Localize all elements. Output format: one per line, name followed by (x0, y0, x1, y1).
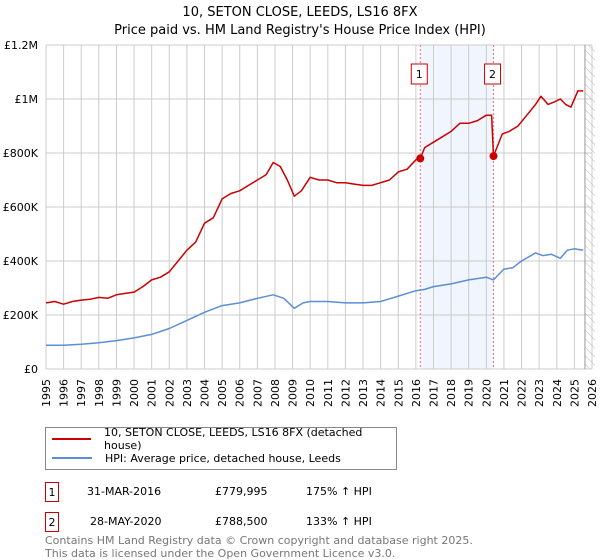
sale-label-box (410, 63, 428, 85)
x-tick-label: 2009 (287, 379, 300, 407)
y-tick-label: £800K (3, 147, 39, 160)
price-chart: 1995 1996 1997 1998 1999 2000 2001 2002 2003 2004… (3, 39, 599, 407)
footer-licence: This data is licensed under the Open Gov… (45, 547, 396, 560)
x-tick-label: 2013 (357, 379, 370, 407)
x-tick-label: 2007 (251, 379, 264, 407)
sale-label: 2 (489, 68, 496, 81)
x-tick-label: 2018 (445, 379, 458, 407)
x-tick-label: 2020 (480, 379, 493, 407)
transaction-date: 28-MAY-2020 (90, 515, 162, 528)
x-tick-label: 2004 (199, 379, 212, 407)
legend-label-hpi: HPI: Average price, detached house, Leed… (105, 451, 341, 465)
transaction-date: 31-MAR-2016 (87, 485, 162, 498)
transaction-marker: 1 (45, 482, 59, 502)
x-tick-label: 1999 (110, 379, 123, 407)
x-tick-label: 2014 (375, 379, 388, 407)
y-tick-label: £600K (3, 201, 39, 214)
hpi-line (46, 248, 584, 346)
y-tick-label: £400K (3, 255, 39, 268)
legend-swatch-blue (52, 457, 92, 459)
transaction-hpi-change: 175% ↑ HPI (306, 485, 372, 498)
x-tick-label: 2002 (163, 379, 176, 407)
x-tick-label: 2011 (322, 379, 335, 407)
x-tick-label: 2015 (392, 379, 405, 407)
sale-label-box (484, 63, 502, 85)
x-tick-label: 2025 (568, 379, 581, 407)
property-price-line (45, 90, 584, 305)
transaction-price: £788,500 (215, 515, 268, 528)
x-tick-label: 2023 (533, 379, 546, 407)
chart-subtitle: Price paid vs. HM Land Registry's House … (114, 23, 486, 38)
sale-point (489, 152, 498, 161)
y-tick-label: £1.2M (4, 39, 38, 52)
legend-label-property: 10, SETON CLOSE, LEEDS, LS16 8FX (detach… (104, 426, 363, 452)
y-tick-label: £1M (15, 93, 39, 106)
x-tick-label: 1995 (40, 379, 53, 407)
x-tick-label: 2021 (498, 379, 511, 407)
x-tick-label: 1996 (58, 379, 71, 407)
y-tick-label: £0 (24, 363, 38, 376)
forecast-hatch (584, 45, 595, 369)
transaction-hpi-change: 133% ↑ HPI (306, 515, 372, 528)
sale-label: 1 (416, 68, 423, 81)
x-tick-label: 2017 (427, 379, 440, 407)
x-tick-label: 2010 (304, 379, 317, 407)
x-tick-label: 2022 (516, 379, 529, 407)
transaction-marker: 2 (45, 512, 59, 532)
x-tick-label: 2001 (146, 379, 159, 407)
chart-title: 10, SETON CLOSE, LEEDS, LS16 8FX (182, 5, 418, 20)
legend-item-property: 10, SETON CLOSE, LEEDS, LS16 8FX (detach… (52, 426, 396, 452)
x-tick-label: 2005 (216, 379, 229, 407)
sale-point (416, 154, 425, 163)
legend-item-hpi: HPI: Average price, detached house, Leed… (52, 449, 341, 467)
x-tick-label: 1997 (75, 379, 88, 407)
x-tick-label: 1998 (93, 379, 106, 407)
x-tick-label: 2016 (410, 379, 423, 407)
legend: 10, SETON CLOSE, LEEDS, LS16 8FX (detach… (45, 426, 397, 470)
transaction-price: £779,995 (215, 485, 268, 498)
footer-copyright: Contains HM Land Registry data © Crown c… (45, 534, 473, 547)
x-tick-label: 2008 (269, 379, 282, 407)
x-tick-label: 2026 (586, 379, 599, 407)
x-tick-label: 2024 (551, 379, 564, 407)
x-tick-label: 2000 (128, 379, 141, 407)
x-tick-label: 2006 (234, 379, 247, 407)
legend-swatch-red (52, 438, 92, 440)
y-tick-label: £200K (3, 309, 39, 322)
x-tick-label: 2003 (181, 379, 194, 407)
x-tick-label: 2019 (463, 379, 476, 407)
x-tick-label: 2012 (339, 379, 352, 407)
